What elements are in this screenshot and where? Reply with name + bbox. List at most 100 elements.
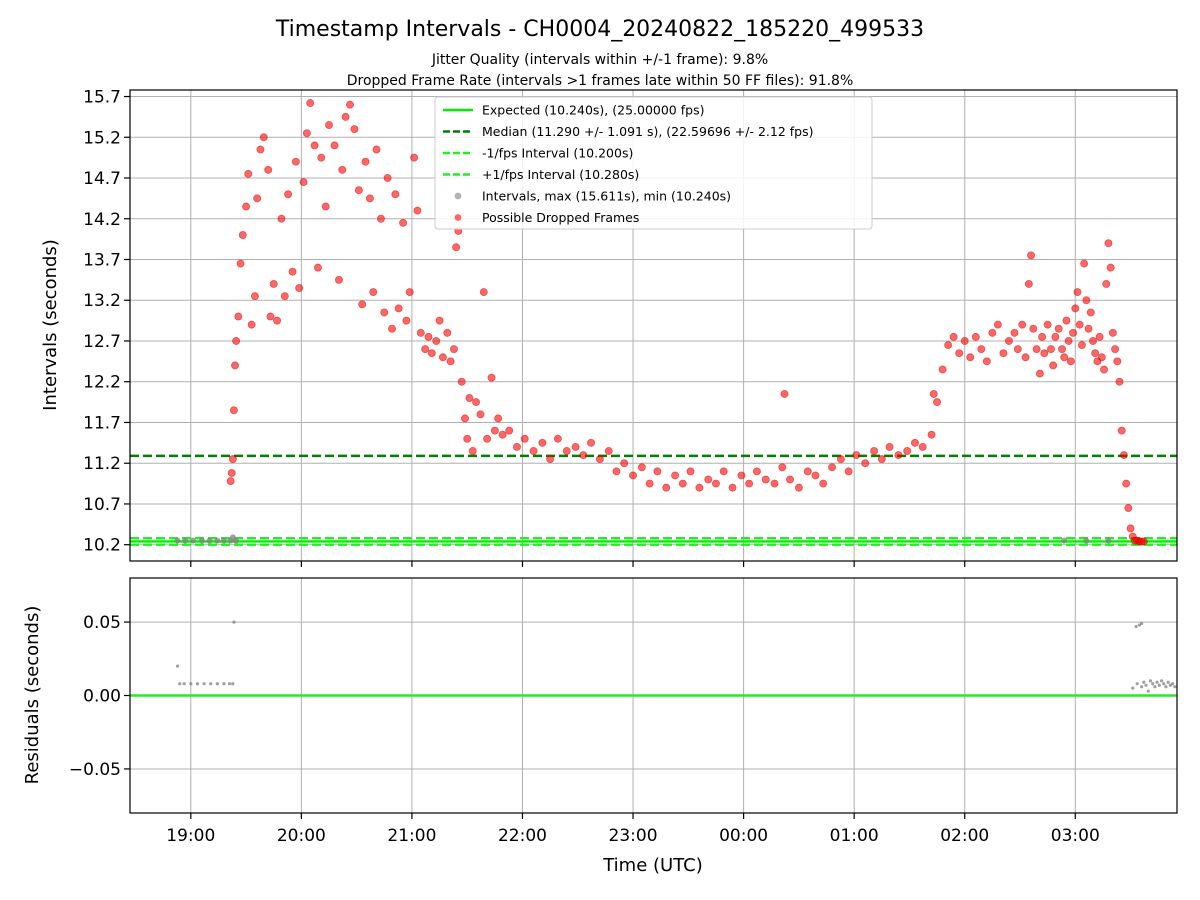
intervals-data-point <box>1051 332 1060 341</box>
intervals-data-point <box>1097 353 1106 362</box>
intervals-data-point <box>460 414 469 423</box>
intervals-data-point <box>457 377 466 386</box>
residuals-x-tick-label: 23:00 <box>609 826 658 846</box>
intervals-data-point <box>288 267 297 276</box>
intervals-data-point <box>295 284 304 293</box>
residuals-data-point <box>1164 685 1168 689</box>
intervals-data-point <box>778 463 787 472</box>
intervals-data-point <box>214 537 221 544</box>
intervals-data-point <box>306 99 315 108</box>
intervals-data-point <box>1113 357 1122 366</box>
residuals-data-point <box>1166 680 1170 684</box>
intervals-data-point <box>918 442 927 451</box>
intervals-data-point <box>737 471 746 480</box>
residuals-panel: 0.05 0.00 −0.05 19:00 20:00 21:00 22:00 23:00 00… <box>69 577 1178 846</box>
intervals-data-point <box>354 186 363 195</box>
intervals-data-point <box>427 349 436 358</box>
residuals-data-point <box>202 682 206 686</box>
intervals-data-point <box>232 336 241 345</box>
intervals-y-tick-label: 13.7 <box>83 250 121 270</box>
intervals-data-point <box>1027 251 1036 260</box>
residuals-y-tick-label: 0.00 <box>83 687 121 707</box>
intervals-data-point <box>229 406 238 415</box>
intervals-data-point <box>388 324 397 333</box>
intervals-data-point <box>449 345 458 354</box>
residuals-data-point <box>175 664 180 668</box>
intervals-data-point <box>182 537 189 544</box>
legend-entry-label: Median (11.290 +/- 1.091 s), (22.59696 +… <box>482 124 813 139</box>
intervals-data-point <box>1084 324 1093 333</box>
legend-entry-label: Expected (10.240s), (25.00000 fps) <box>482 103 704 118</box>
intervals-data-point <box>612 467 621 476</box>
intervals-axes-frame <box>129 89 1178 562</box>
residuals-data-point <box>189 682 193 686</box>
intervals-data-point <box>955 349 964 358</box>
intervals-data-point <box>410 153 419 162</box>
residuals-x-tick-label: 01:00 <box>830 826 879 846</box>
intervals-data-point <box>686 467 695 476</box>
intervals-data-point <box>334 275 343 284</box>
intervals-data-point <box>1021 353 1030 362</box>
intervals-data-point <box>310 141 319 150</box>
residuals-data-point <box>1173 685 1177 689</box>
intervals-data-point <box>446 357 455 366</box>
intervals-data-point <box>463 434 472 443</box>
intervals-data-point <box>247 320 256 329</box>
intervals-data-point <box>587 438 596 447</box>
intervals-data-point <box>885 442 894 451</box>
residuals-data-point <box>231 682 235 686</box>
legend-entry-label: Intervals, max (15.611s), min (10.240s) <box>482 189 731 204</box>
intervals-data-point <box>280 292 289 301</box>
intervals-data-point <box>1106 263 1115 272</box>
intervals-data-point <box>284 190 293 199</box>
residuals-data-point <box>1144 683 1148 687</box>
intervals-data-point <box>479 288 488 297</box>
intervals-data-point <box>394 304 403 313</box>
chart-subtitle-jitter: Jitter Quality (intervals within +/-1 fr… <box>431 52 768 68</box>
legend-entry-label: +1/fps Interval (10.280s) <box>482 167 639 182</box>
intervals-data-point <box>264 165 273 174</box>
intervals-data-point <box>1004 336 1013 345</box>
intervals-data-point <box>620 459 629 468</box>
intervals-data-point <box>1069 328 1078 337</box>
intervals-data-point <box>852 451 861 460</box>
intervals-data-point <box>971 332 980 341</box>
intervals-data-point <box>780 389 789 398</box>
intervals-data-point <box>894 451 903 460</box>
legend-entry-label: -1/fps Interval (10.200s) <box>482 146 633 161</box>
residuals-data-point <box>209 682 213 686</box>
legend-entry-label: Possible Dropped Frames <box>482 210 639 225</box>
intervals-data-point <box>538 438 547 447</box>
intervals-data-point <box>416 328 425 337</box>
intervals-data-point <box>505 426 514 435</box>
intervals-data-point <box>424 332 433 341</box>
intervals-data-point <box>1058 345 1067 354</box>
intervals-data-point <box>259 133 268 142</box>
intervals-data-point <box>803 467 812 476</box>
intervals-data-point <box>910 438 919 447</box>
intervals-data-point <box>350 125 359 134</box>
intervals-data-point <box>794 483 803 492</box>
intervals-data-point <box>190 537 197 544</box>
intervals-data-point <box>253 194 262 203</box>
residuals-data-point <box>1146 689 1150 693</box>
intervals-data-point <box>1104 239 1113 248</box>
intervals-data-point <box>435 316 444 325</box>
residuals-data-point <box>227 682 232 686</box>
intervals-data-point <box>273 316 282 325</box>
intervals-data-point <box>402 316 411 325</box>
intervals-data-point <box>1083 537 1090 544</box>
intervals-y-tick-label: 11.2 <box>83 454 121 474</box>
intervals-data-point <box>220 537 227 544</box>
intervals-data-point <box>836 455 845 464</box>
intervals-data-point <box>1054 324 1063 333</box>
intervals-data-point <box>383 174 392 183</box>
intervals-data-point <box>1029 324 1038 333</box>
intervals-data-point <box>472 398 481 407</box>
intervals-data-point <box>1038 332 1047 341</box>
legend: Expected (10.240s), (25.00000 fps) Median… <box>434 96 873 230</box>
intervals-data-point <box>1119 451 1128 460</box>
intervals-data-point <box>719 467 728 476</box>
intervals-data-point <box>1071 304 1080 313</box>
intervals-data-point <box>944 341 953 350</box>
